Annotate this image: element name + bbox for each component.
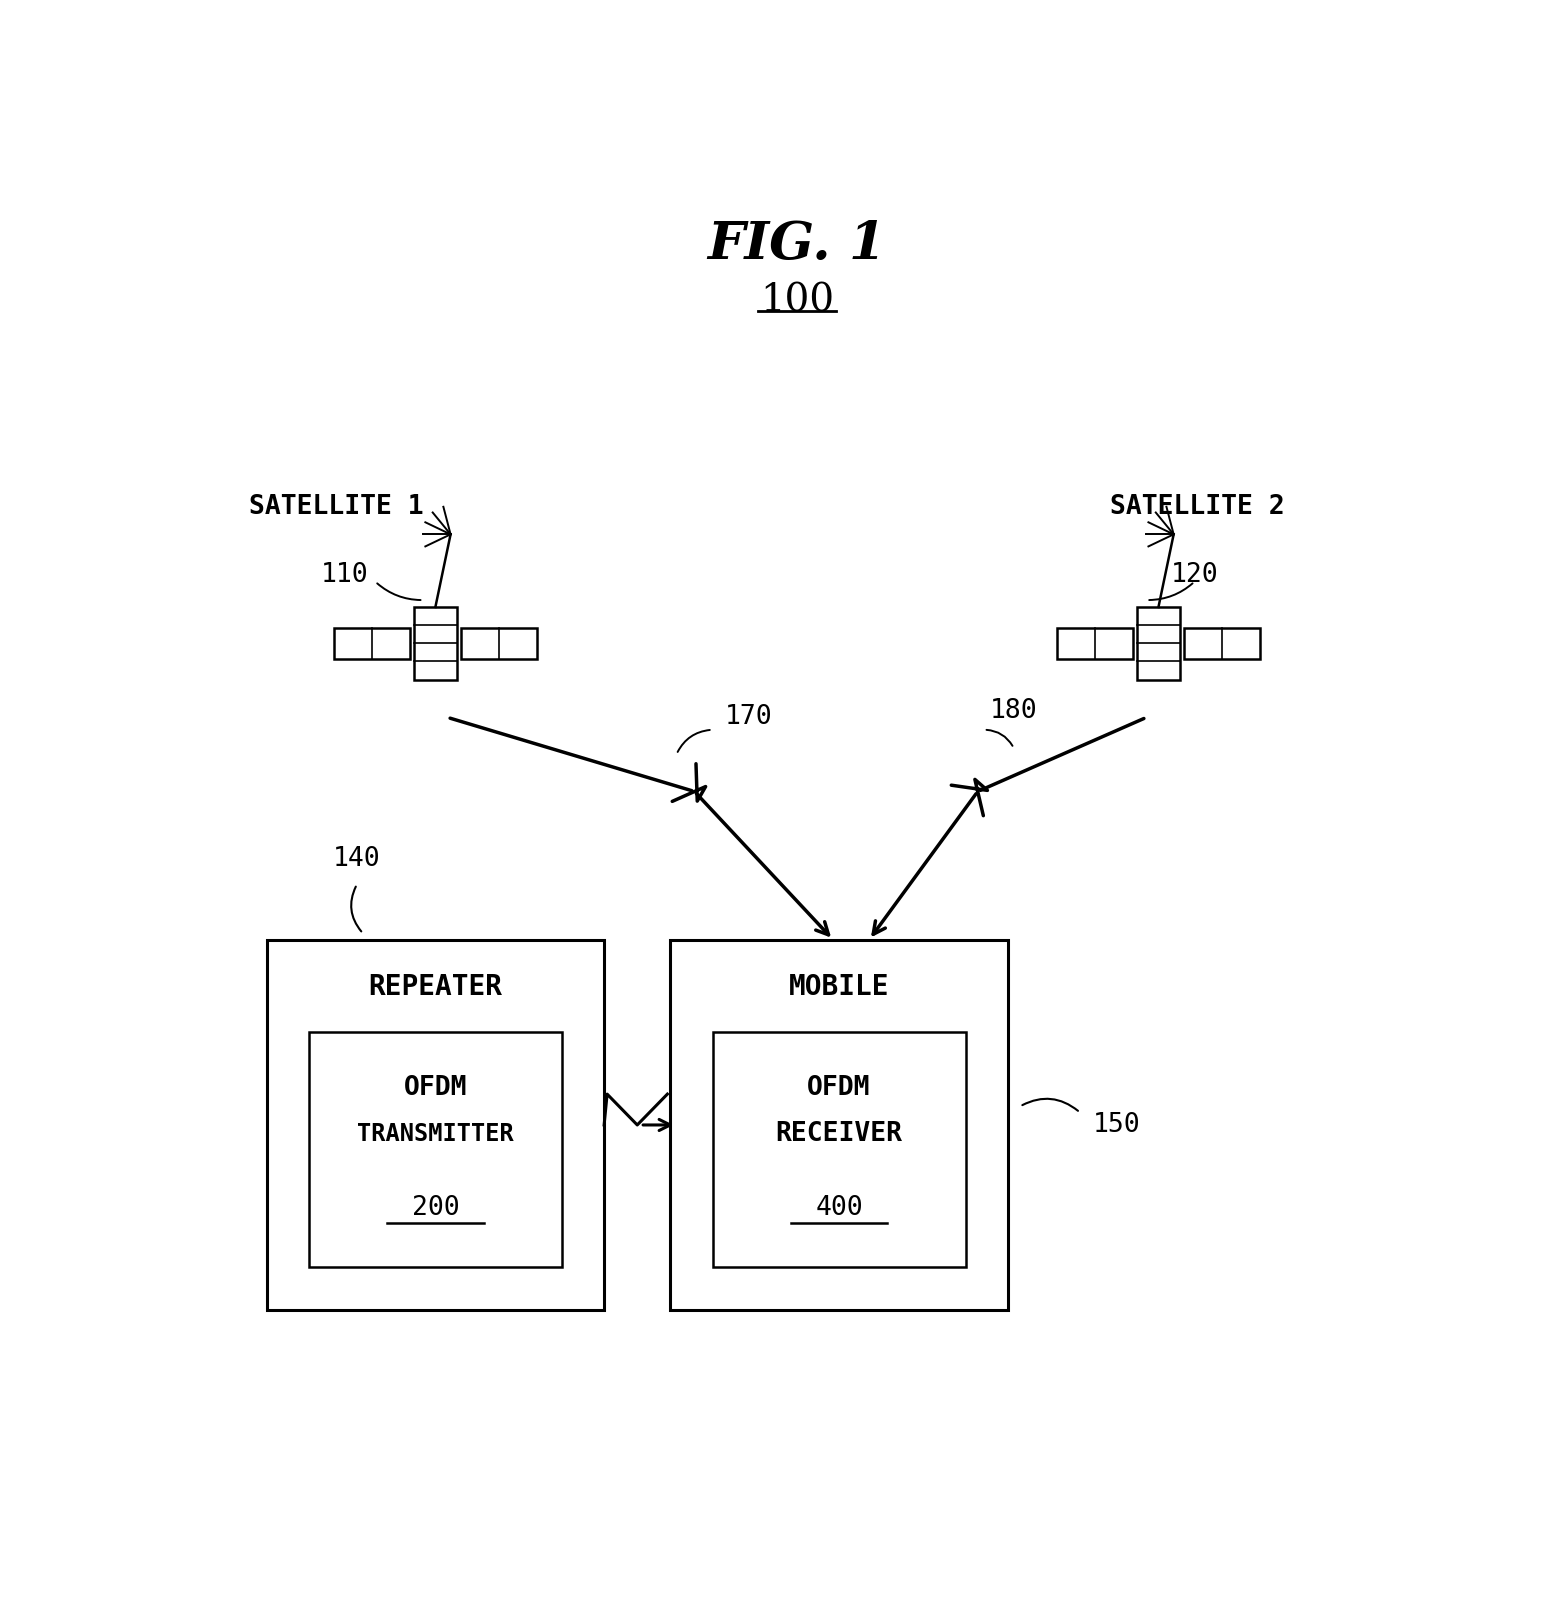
Text: 140: 140: [333, 847, 381, 873]
FancyBboxPatch shape: [712, 1033, 966, 1267]
Text: OFDM: OFDM: [404, 1075, 466, 1100]
Text: SATELLITE 1: SATELLITE 1: [249, 494, 423, 520]
Text: 200: 200: [412, 1195, 459, 1221]
FancyBboxPatch shape: [1137, 606, 1180, 680]
Text: 100: 100: [760, 282, 833, 319]
Text: 180: 180: [991, 698, 1037, 725]
Text: 400: 400: [815, 1195, 863, 1221]
FancyBboxPatch shape: [460, 627, 536, 659]
Text: 150: 150: [1093, 1112, 1140, 1137]
Text: SATELLITE 2: SATELLITE 2: [1110, 494, 1284, 520]
Text: FIG. 1: FIG. 1: [708, 218, 886, 269]
Text: 110: 110: [320, 563, 369, 589]
FancyBboxPatch shape: [309, 1033, 561, 1267]
Text: 170: 170: [725, 704, 773, 730]
FancyBboxPatch shape: [334, 627, 411, 659]
Text: REPEATER: REPEATER: [369, 972, 502, 1001]
FancyBboxPatch shape: [414, 606, 457, 680]
FancyBboxPatch shape: [1183, 627, 1260, 659]
Text: RECEIVER: RECEIVER: [776, 1121, 902, 1147]
Text: TRANSMITTER: TRANSMITTER: [358, 1121, 513, 1145]
Text: OFDM: OFDM: [807, 1075, 871, 1100]
FancyBboxPatch shape: [670, 940, 1008, 1310]
Text: MOBILE: MOBILE: [788, 972, 889, 1001]
Text: 120: 120: [1171, 563, 1218, 589]
FancyBboxPatch shape: [267, 940, 605, 1310]
FancyBboxPatch shape: [1057, 627, 1134, 659]
